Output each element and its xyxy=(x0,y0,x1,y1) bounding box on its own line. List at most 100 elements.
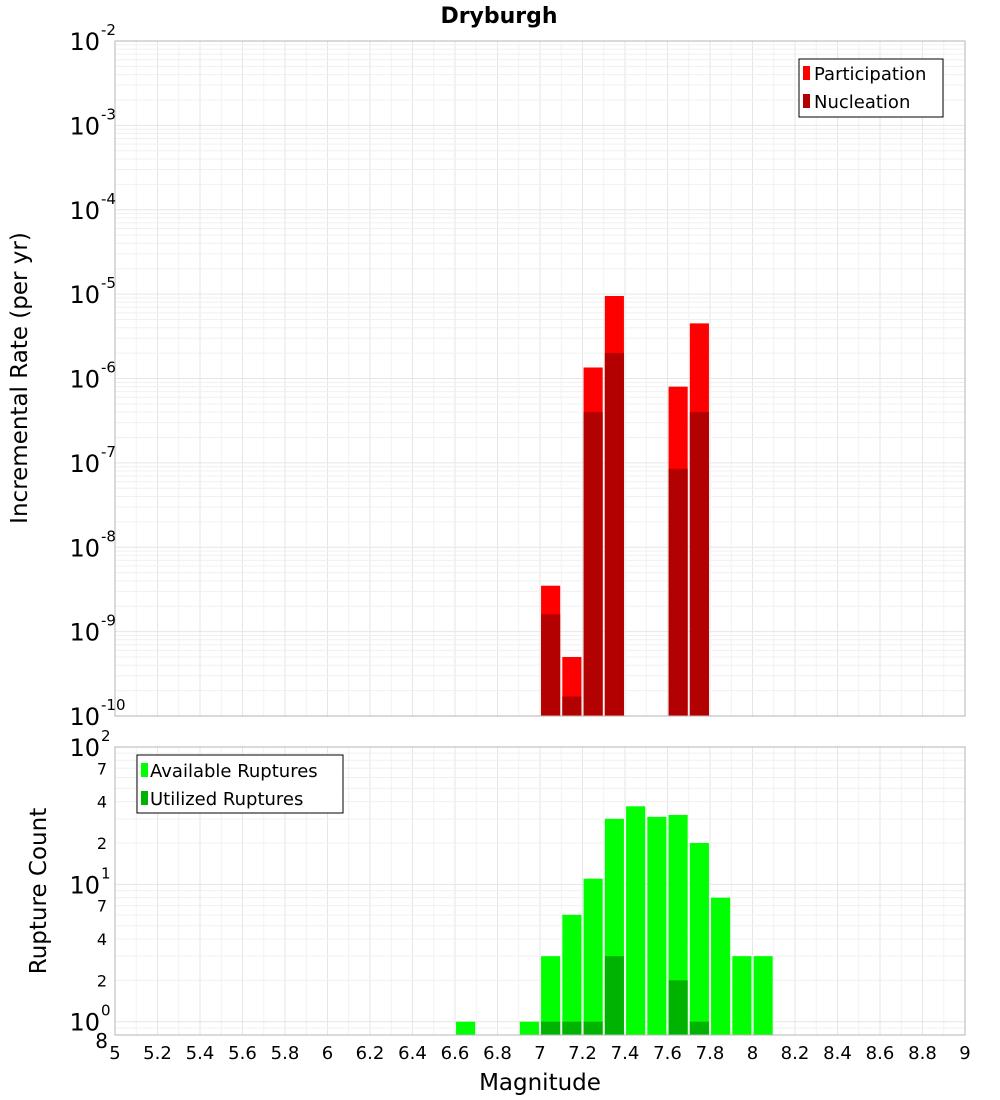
available-ruptures-bar xyxy=(689,843,709,1035)
top-y-tick-label: 10 xyxy=(69,366,100,394)
bottom-y-tick-label: 7 xyxy=(97,897,107,916)
available-ruptures-bar xyxy=(626,806,646,1035)
x-tick-label: 8.8 xyxy=(908,1043,937,1064)
top-y-ticks: 10-210-310-410-510-610-710-810-910-10 xyxy=(69,21,125,731)
x-tick-label: 7.2 xyxy=(568,1043,597,1064)
x-tick-label: 6.8 xyxy=(483,1043,512,1064)
top-y-tick-exponent: -6 xyxy=(101,359,116,377)
top-y-tick-label: 10 xyxy=(69,197,100,225)
nucleation-bar xyxy=(604,353,624,716)
x-tick-label: 5.2 xyxy=(143,1043,172,1064)
utilized-ruptures-bar xyxy=(541,1021,561,1035)
top-panel: 10-210-310-410-510-610-710-810-910-10 In… xyxy=(7,21,966,731)
top-y-tick-exponent: -3 xyxy=(101,105,116,123)
utilized-ruptures-bar xyxy=(689,1021,709,1035)
top-y-tick-label: 10 xyxy=(69,619,100,647)
top-y-tick-label: 10 xyxy=(69,534,100,562)
available-ruptures-bar xyxy=(519,1021,539,1035)
x-tick-label: 8.2 xyxy=(781,1043,810,1064)
top-y-tick-exponent: -7 xyxy=(101,443,116,461)
x-tick-label: 5 xyxy=(109,1043,120,1064)
bottom-y-tick-label: 8 xyxy=(95,1029,108,1053)
participation-legend-label: Participation xyxy=(814,64,926,85)
available-ruptures-bar xyxy=(456,1021,476,1035)
nucleation-legend-label: Nucleation xyxy=(814,92,910,113)
utilized-legend-swatch xyxy=(141,791,148,805)
bottom-y-tick-label: 2 xyxy=(97,971,107,990)
bottom-y-axis-label: Rupture Count xyxy=(26,808,52,974)
x-tick-label: 8.6 xyxy=(866,1043,895,1064)
utilized-legend-label: Utilized Ruptures xyxy=(150,789,303,810)
x-tick-label: 6.2 xyxy=(356,1043,385,1064)
nucleation-bar xyxy=(689,412,709,716)
x-tick-label: 7.6 xyxy=(653,1043,682,1064)
utilized-ruptures-bar xyxy=(583,1021,603,1035)
bottom-legend: Available Ruptures Utilized Ruptures xyxy=(136,754,344,814)
x-tick-label: 5.8 xyxy=(271,1043,300,1064)
x-tick-label: 9 xyxy=(959,1043,970,1064)
bottom-plot-frame xyxy=(114,746,966,1036)
chart-title: Dryburgh xyxy=(440,4,557,29)
nucleation-bar xyxy=(583,412,603,716)
top-legend: Participation Nucleation xyxy=(798,58,944,118)
bottom-y-tick-label: 7 xyxy=(97,759,107,778)
x-ticks: 5 5.2 5.4 5.6 5.8 6 6.2 6.4 6.6 6.8 7 7.2 7.4 7.6 7.8 8… xyxy=(109,1043,970,1064)
x-tick-label: 6 xyxy=(322,1043,333,1064)
top-y-tick-label: 10 xyxy=(69,28,100,56)
nucleation-legend-swatch xyxy=(803,94,810,108)
top-y-tick-label: 10 xyxy=(69,450,100,478)
utilized-ruptures-bar xyxy=(562,1021,582,1035)
nucleation-bar xyxy=(541,614,561,716)
bottom-y-tick-label: 10 xyxy=(69,1009,100,1037)
bottom-y-tick-label: 4 xyxy=(97,930,107,949)
nucleation-bar xyxy=(668,468,688,716)
available-ruptures-bar xyxy=(732,956,752,1035)
x-tick-label: 7.4 xyxy=(611,1043,640,1064)
top-y-axis-label: Incremental Rate (per yr) xyxy=(7,232,33,524)
available-ruptures-bar xyxy=(668,814,688,1035)
available-legend-label: Available Ruptures xyxy=(150,761,318,782)
bottom-y-tick-label: 10 xyxy=(69,871,100,899)
top-y-tick-exponent: -8 xyxy=(101,527,116,545)
x-tick-label: 8.4 xyxy=(823,1043,852,1064)
available-ruptures-bar xyxy=(541,956,561,1035)
utilized-ruptures-bar xyxy=(668,980,688,1035)
top-y-tick-label: 10 xyxy=(69,112,100,140)
top-y-tick-exponent: -4 xyxy=(101,190,116,208)
top-y-tick-exponent: -5 xyxy=(101,274,116,292)
available-ruptures-bar xyxy=(562,914,582,1035)
bottom-y-tick-label: 4 xyxy=(97,793,107,812)
top-y-tick-exponent: -2 xyxy=(101,21,116,39)
top-bars xyxy=(541,296,709,716)
available-ruptures-bar xyxy=(711,897,731,1035)
x-tick-label: 8 xyxy=(747,1043,758,1064)
top-y-tick-label: 10 xyxy=(69,281,100,309)
bottom-bars xyxy=(456,806,773,1035)
bottom-y-tick-exponent: 1 xyxy=(101,864,111,882)
nucleation-bar xyxy=(562,696,582,716)
x-tick-label: 7.8 xyxy=(696,1043,725,1064)
available-legend-swatch xyxy=(141,763,148,777)
x-tick-label: 6.6 xyxy=(441,1043,470,1064)
available-ruptures-bar xyxy=(583,878,603,1035)
top-y-tick-exponent: -9 xyxy=(101,612,116,630)
bottom-y-tick-exponent: 2 xyxy=(101,727,111,745)
x-tick-label: 5.4 xyxy=(186,1043,215,1064)
x-axis-label: Magnitude xyxy=(479,1070,601,1096)
bottom-legend-box xyxy=(136,754,344,814)
bottom-y-tick-label: 10 xyxy=(69,734,100,762)
x-tick-label: 7 xyxy=(534,1043,545,1064)
x-tick-label: 6.4 xyxy=(398,1043,427,1064)
available-ruptures-bar xyxy=(647,816,667,1035)
top-legend-box xyxy=(798,58,944,118)
participation-legend-swatch xyxy=(803,66,810,80)
utilized-ruptures-bar xyxy=(604,956,624,1035)
x-tick-label: 5.6 xyxy=(228,1043,257,1064)
top-y-tick-label: 10 xyxy=(69,703,100,731)
bottom-y-tick-label: 2 xyxy=(97,834,107,853)
top-y-tick-exponent: -10 xyxy=(101,696,126,714)
top-plot-frame xyxy=(114,40,966,717)
